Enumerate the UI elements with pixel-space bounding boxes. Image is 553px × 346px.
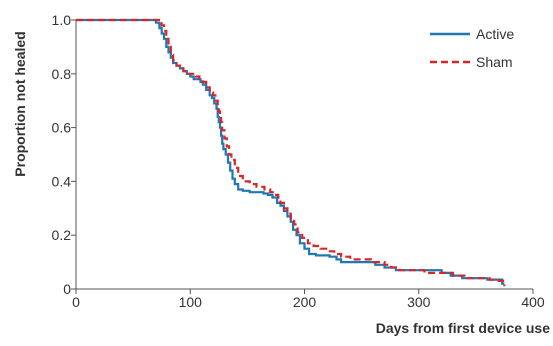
x-tick-label: 200 <box>293 294 317 310</box>
x-tick-label: 400 <box>521 294 545 310</box>
y-axis-title: Proportion not healed <box>12 31 28 176</box>
x-axis-title: Days from first device use <box>376 320 551 336</box>
y-tick-label: 1.0 <box>52 12 72 28</box>
x-tick-label: 300 <box>407 294 431 310</box>
y-tick-label: 0 <box>63 281 71 297</box>
y-tick-label: 0.6 <box>52 120 72 136</box>
legend-label-sham: Sham <box>476 54 513 70</box>
axes-layer: 0 100 200 300 400 0 0.2 0.4 0.6 0.8 1.0 <box>52 12 545 310</box>
x-tick-label: 0 <box>72 294 80 310</box>
series-layer <box>76 18 506 287</box>
y-tick-label: 0.2 <box>52 227 72 243</box>
y-tick-label: 0.8 <box>52 66 72 82</box>
x-tick-label: 100 <box>179 294 203 310</box>
series-line-sham <box>76 18 506 287</box>
y-tick-label: 0.4 <box>52 173 72 189</box>
legend: Active Sham <box>430 26 514 70</box>
series-line-active <box>76 18 505 285</box>
legend-label-active: Active <box>476 26 514 42</box>
